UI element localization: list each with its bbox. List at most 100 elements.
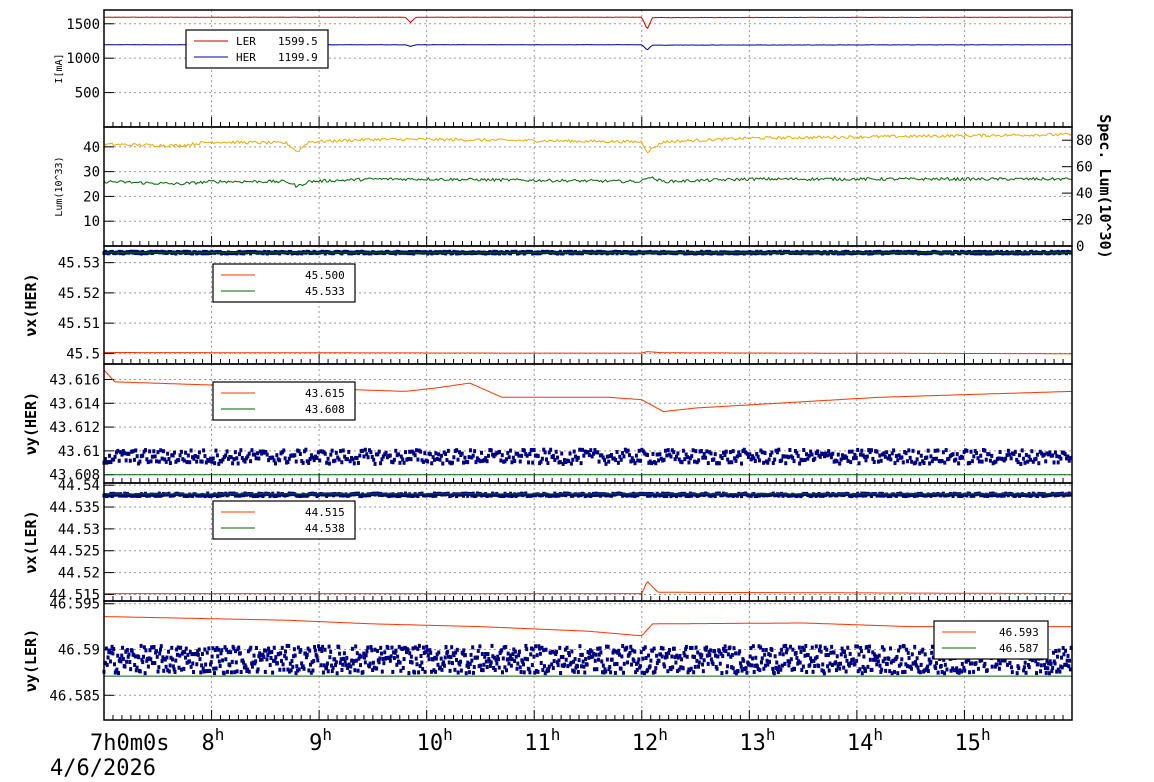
data-point (128, 660, 132, 665)
data-point (982, 664, 986, 669)
data-point (775, 660, 779, 665)
data-point (184, 646, 188, 651)
data-point (484, 456, 488, 461)
data-point (126, 654, 130, 659)
data-point (551, 666, 555, 671)
data-point (325, 665, 329, 670)
data-point (957, 461, 961, 466)
data-point (127, 652, 131, 657)
data-point (172, 667, 176, 672)
data-point (929, 659, 933, 664)
data-point (131, 449, 135, 454)
data-point (489, 448, 493, 453)
data-point (255, 493, 259, 498)
data-point (787, 455, 791, 460)
data-point (213, 461, 217, 466)
y2-tick-label: 0 (1076, 239, 1084, 255)
data-point (701, 662, 705, 667)
data-point (836, 452, 840, 457)
data-point (854, 455, 858, 460)
data-point (1069, 492, 1073, 497)
data-point (559, 655, 563, 660)
data-point (702, 452, 706, 457)
data-point (121, 645, 125, 650)
data-point (543, 450, 547, 455)
data-point (930, 459, 934, 464)
y-tick-label: 43.614 (49, 396, 100, 412)
data-point (416, 457, 420, 462)
data-point (662, 493, 666, 498)
data-point (822, 454, 826, 459)
data-point (987, 452, 991, 457)
data-point (1010, 665, 1013, 670)
data-point (421, 459, 425, 464)
data-point (952, 668, 956, 673)
data-point (362, 651, 366, 656)
data-point (637, 448, 641, 453)
data-point (838, 666, 842, 671)
data-point (463, 455, 467, 460)
data-point (998, 661, 1002, 666)
data-point (154, 649, 158, 654)
x-tick-value: 11 (524, 731, 551, 756)
data-point (610, 493, 614, 498)
data-point (500, 648, 504, 653)
data-point (791, 647, 795, 652)
data-point (773, 457, 777, 462)
data-point (423, 669, 427, 674)
data-point (859, 649, 863, 654)
data-point (246, 667, 250, 672)
data-point (934, 666, 938, 671)
data-point (875, 449, 879, 454)
data-point (890, 451, 894, 456)
data-point (113, 454, 117, 459)
data-point (736, 669, 740, 674)
data-point (396, 654, 400, 659)
data-point (768, 659, 771, 664)
data-point (143, 448, 147, 453)
data-point (843, 650, 847, 655)
data-point (415, 448, 419, 453)
data-point (413, 670, 417, 675)
data-point (813, 656, 817, 661)
data-point (340, 668, 344, 673)
data-point (897, 453, 901, 458)
data-point (125, 647, 129, 652)
data-point (588, 648, 592, 653)
data-point (617, 648, 621, 653)
data-point (717, 461, 721, 466)
data-point (1036, 662, 1040, 667)
data-point (912, 661, 916, 666)
data-point (250, 448, 254, 453)
data-point (378, 656, 382, 661)
data-point (535, 653, 539, 658)
data-point (147, 656, 151, 661)
data-point (810, 645, 814, 650)
data-point (155, 459, 159, 464)
data-point (632, 458, 636, 463)
data-point (434, 656, 438, 661)
data-point (683, 653, 687, 658)
data-point (542, 447, 546, 452)
data-point (613, 662, 617, 667)
data-point (443, 655, 447, 660)
data-point (672, 450, 676, 455)
data-point (289, 668, 293, 673)
data-point (558, 460, 562, 465)
data-point (506, 651, 510, 656)
data-point (880, 645, 884, 650)
data-point (417, 670, 421, 675)
data-point (398, 460, 402, 465)
data-point (885, 662, 889, 667)
data-point (686, 455, 690, 460)
data-point (666, 669, 670, 674)
data-point (479, 663, 483, 668)
data-point (142, 645, 146, 650)
data-point (135, 665, 139, 670)
data-point (1017, 666, 1021, 671)
data-point (983, 661, 987, 666)
data-point (1060, 665, 1064, 670)
data-point (459, 668, 463, 673)
data-point (1019, 461, 1023, 466)
